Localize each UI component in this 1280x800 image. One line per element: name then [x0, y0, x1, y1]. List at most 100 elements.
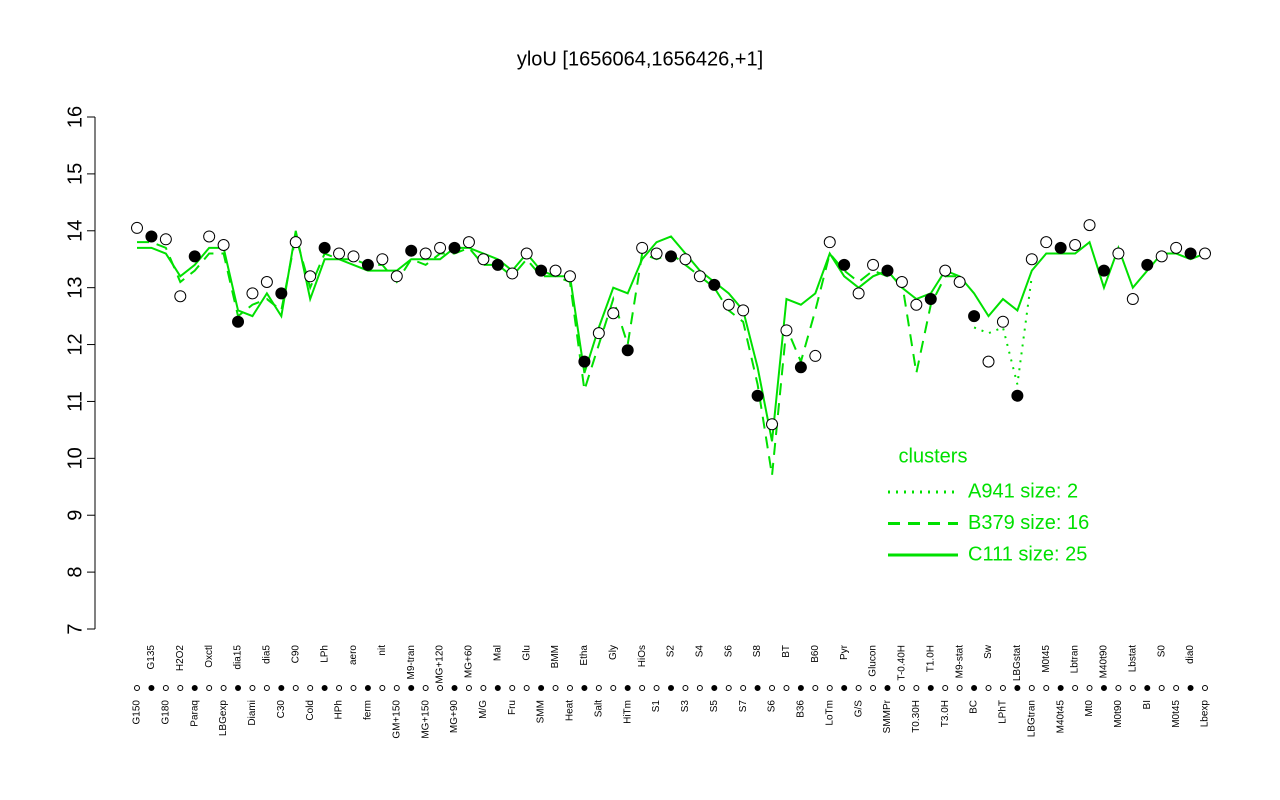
x-tick-label: Mal — [492, 645, 503, 661]
x-tick-label: MG+120 — [435, 645, 446, 684]
x-tick — [1115, 685, 1122, 691]
x-tick — [148, 685, 155, 691]
cluster-line — [137, 236, 960, 476]
x-tick-label: ferm — [363, 700, 374, 720]
data-point — [390, 270, 403, 283]
data-point — [982, 355, 995, 368]
data-point — [722, 298, 735, 311]
x-tick — [797, 685, 804, 691]
data-point — [260, 275, 273, 288]
x-tick-label: S8 — [752, 645, 763, 658]
x-tick-label: S6 — [723, 645, 734, 658]
x-tick-label: C90 — [290, 645, 301, 664]
x-tick — [566, 685, 573, 691]
data-point — [708, 278, 721, 291]
data-point — [838, 258, 851, 271]
data-point — [910, 298, 923, 311]
data-point — [145, 230, 158, 243]
data-point — [318, 241, 331, 254]
data-point — [159, 233, 172, 246]
legend-label: B379 size: 16 — [968, 512, 1089, 534]
x-tick-label: MG+90 — [449, 700, 460, 734]
x-tick-label: nit — [377, 645, 388, 656]
data-point — [737, 304, 750, 317]
y-tick-label: 16 — [64, 106, 86, 128]
data-point — [809, 349, 822, 362]
x-tick — [653, 685, 660, 691]
x-tick-label: Glucon — [868, 645, 879, 677]
x-tick-label: BT — [781, 645, 792, 658]
x-tick — [538, 685, 545, 691]
y-tick-label: 14 — [64, 220, 86, 242]
y-tick-label: 11 — [64, 391, 86, 412]
data-point — [1112, 247, 1125, 260]
x-tick-label: MG+150 — [420, 700, 431, 739]
x-tick-label: BI — [1142, 700, 1153, 709]
x-tick — [408, 685, 415, 691]
x-tick — [263, 685, 270, 691]
data-point — [621, 344, 634, 357]
x-tick-label: LBGexp — [218, 700, 229, 737]
y-tick-label: 12 — [64, 333, 86, 355]
data-point — [304, 270, 317, 283]
x-tick-label: Paraq — [189, 700, 200, 727]
data-point — [232, 315, 245, 328]
x-tick-label: LBGtran — [1026, 700, 1037, 737]
x-tick-label: Fru — [507, 700, 518, 715]
x-tick — [927, 685, 934, 691]
x-tick — [725, 685, 732, 691]
y-tick-label: 7 — [64, 623, 86, 634]
data-point — [448, 241, 461, 254]
data-point — [780, 324, 793, 337]
data-point — [823, 236, 836, 249]
data-point — [1040, 236, 1053, 249]
x-tick-label: Lbtran — [1070, 645, 1081, 673]
x-tick-label: HiTm — [622, 700, 633, 724]
x-tick-label: S6 — [767, 700, 778, 713]
x-tick — [1144, 685, 1151, 691]
data-point — [434, 241, 447, 254]
y-tick-label: 8 — [64, 567, 86, 578]
x-tick-label: H2O2 — [175, 645, 186, 672]
x-tick-label: GM+150 — [391, 700, 402, 739]
y-tick-label: 10 — [64, 447, 86, 469]
x-tick — [1086, 685, 1093, 691]
data-point — [867, 258, 880, 271]
data-point — [1170, 241, 1183, 254]
data-point — [217, 239, 230, 251]
x-tick — [134, 685, 140, 691]
x-tick-label: S5 — [709, 700, 720, 713]
x-tick-label: C30 — [276, 700, 287, 719]
x-tick — [206, 685, 213, 691]
data-point — [1097, 264, 1110, 277]
x-tick-label: Salt — [593, 700, 604, 717]
x-tick-label: SMMPr — [882, 699, 893, 733]
x-tick — [740, 685, 747, 691]
legend-label: A941 size: 2 — [968, 480, 1078, 502]
x-tick-label: SMM — [536, 700, 547, 723]
data-point — [939, 264, 952, 277]
y-tick-label: 13 — [64, 277, 86, 299]
x-tick-label: T1.0H — [925, 645, 936, 672]
x-tick-label: BC — [969, 700, 980, 714]
data-point — [333, 247, 346, 260]
x-tick-label: M0t45 — [1171, 700, 1182, 728]
data-point — [953, 275, 966, 288]
x-tick — [480, 685, 487, 691]
x-tick — [465, 685, 472, 691]
data-point — [405, 244, 418, 257]
data-point — [1141, 258, 1154, 271]
x-tick — [999, 685, 1006, 691]
x-tick — [523, 685, 530, 691]
x-tick — [1057, 685, 1064, 691]
data-point — [462, 236, 475, 249]
data-point — [592, 327, 605, 340]
x-tick-label: Pyr — [839, 644, 850, 660]
data-point — [1083, 219, 1096, 232]
data-point — [347, 250, 360, 263]
x-tick-label: M40t90 — [1099, 645, 1110, 679]
x-tick — [321, 685, 328, 691]
data-point — [131, 221, 143, 234]
legend-label: C111 size: 25 — [968, 543, 1087, 565]
